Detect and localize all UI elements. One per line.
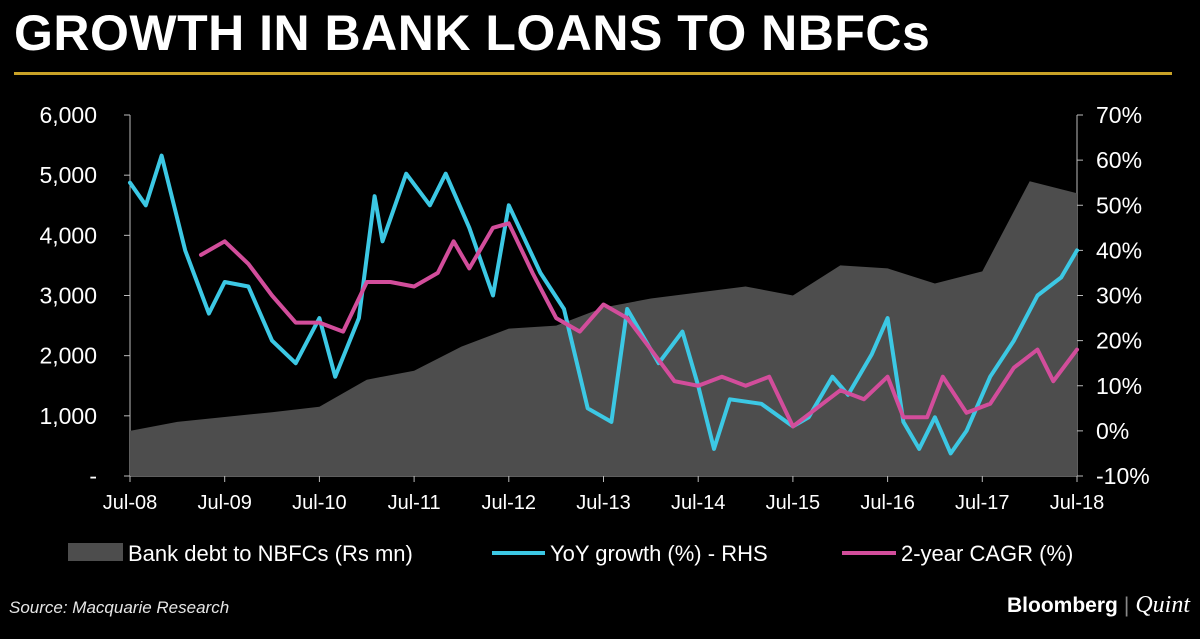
y-left-tick-label: 4,000 [39,222,97,248]
x-tick-label: Jul-10 [292,492,346,514]
x-tick-label: Jul-17 [955,492,1009,514]
y-right-tick-label: 40% [1096,237,1142,263]
legend-label-yoy: YoY growth (%) - RHS [550,541,768,566]
y-right-tick-label: 50% [1096,192,1142,218]
x-tick-label: Jul-11 [388,492,441,514]
x-tick-label: Jul-16 [860,492,914,514]
x-tick-label: Jul-13 [576,492,630,514]
x-tick-label: Jul-09 [197,492,251,514]
source-note: Source: Macquarie Research [9,598,230,617]
y-left-tick-label: 6,000 [39,102,97,128]
x-tick-label: Jul-14 [671,492,725,514]
y-left-tick-label: 2,000 [39,343,97,369]
x-tick-label: Jul-15 [766,492,820,514]
x-tick-label: Jul-08 [103,492,157,514]
series-area-bank-debt [130,181,1077,476]
y-right-tick-label: 0% [1096,418,1129,444]
y-right-tick-label: -10% [1096,463,1150,489]
y-left-tick-label: 3,000 [39,283,97,309]
y-right-tick-label: 10% [1096,373,1142,399]
title-underline [14,72,1172,75]
series-line-cagr [199,221,1079,429]
page-title: GROWTH IN BANK LOANS TO NBFCs [14,5,931,61]
y-left-tick-label: 5,000 [39,162,97,188]
series-line-yoy-growth [128,153,1079,456]
chart-legend: Bank debt to NBFCs (Rs mn) YoY growth (%)… [68,541,1073,566]
brand-primary: Bloomberg [1007,594,1118,617]
legend-label-cagr: 2-year CAGR (%) [901,541,1073,566]
legend-swatch-bank-debt [68,543,123,561]
y-right-tick-label: 30% [1096,283,1142,309]
y-left-tick-label: - [89,463,97,489]
y-right-tick-label: 70% [1096,102,1142,128]
legend-label-bank-debt: Bank debt to NBFCs (Rs mn) [128,541,413,566]
x-tick-label: Jul-18 [1050,492,1104,514]
y-right-tick-label: 20% [1096,328,1142,354]
x-tick-label: Jul-12 [482,492,536,514]
y-left-tick-label: 1,000 [39,403,97,429]
brand-secondary: Quint [1135,592,1190,618]
brand-separator: | [1123,594,1130,617]
brand-logo: Bloomberg | Quint [1007,592,1190,619]
y-right-tick-label: 60% [1096,147,1142,173]
chart: - 1,000 2,000 3,000 4,000 5,000 6,000 -10% 0% 10%… [39,102,1150,566]
chart-plot-area [128,153,1079,476]
